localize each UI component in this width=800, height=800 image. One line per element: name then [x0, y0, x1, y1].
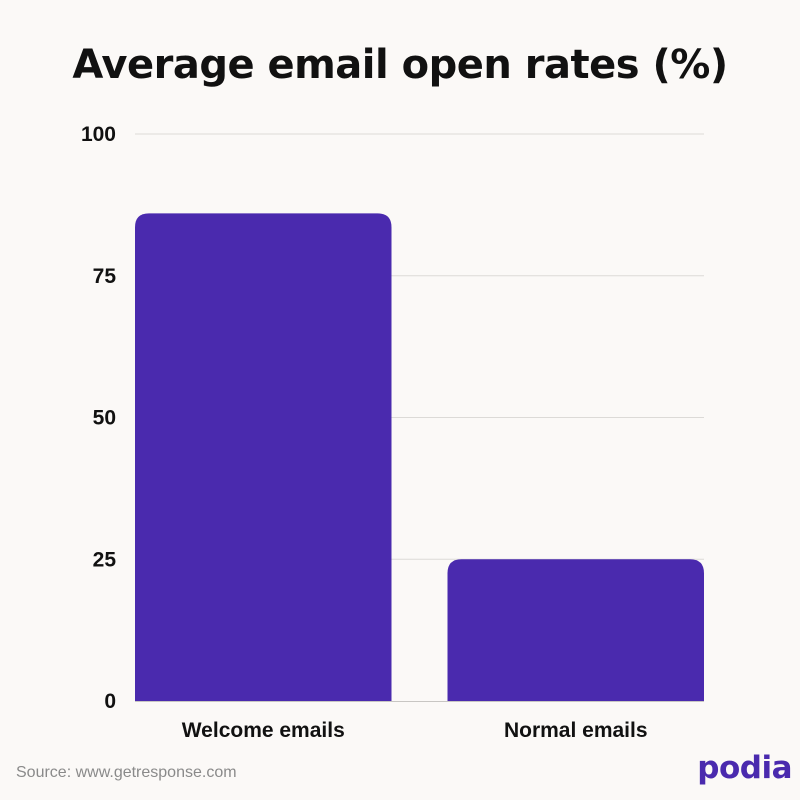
y-tick-label: 25 — [93, 548, 117, 571]
brand-logo: podia — [697, 750, 792, 786]
x-axis-labels: Welcome emails Normal emails — [182, 719, 648, 742]
bar-welcome-emails — [135, 213, 392, 701]
y-axis-ticks: 0 25 50 75 100 — [81, 123, 116, 713]
y-tick-label: 50 — [93, 407, 116, 430]
x-category-label: Welcome emails — [182, 719, 345, 742]
y-tick-label: 0 — [104, 690, 116, 713]
bars — [135, 213, 704, 701]
chart-title: Average email open rates (%) — [72, 42, 728, 88]
source-note: Source: www.getresponse.com — [16, 764, 237, 781]
x-category-label: Normal emails — [504, 719, 648, 742]
y-tick-label: 75 — [93, 265, 117, 288]
y-tick-label: 100 — [81, 123, 116, 146]
bar-normal-emails — [447, 559, 704, 701]
